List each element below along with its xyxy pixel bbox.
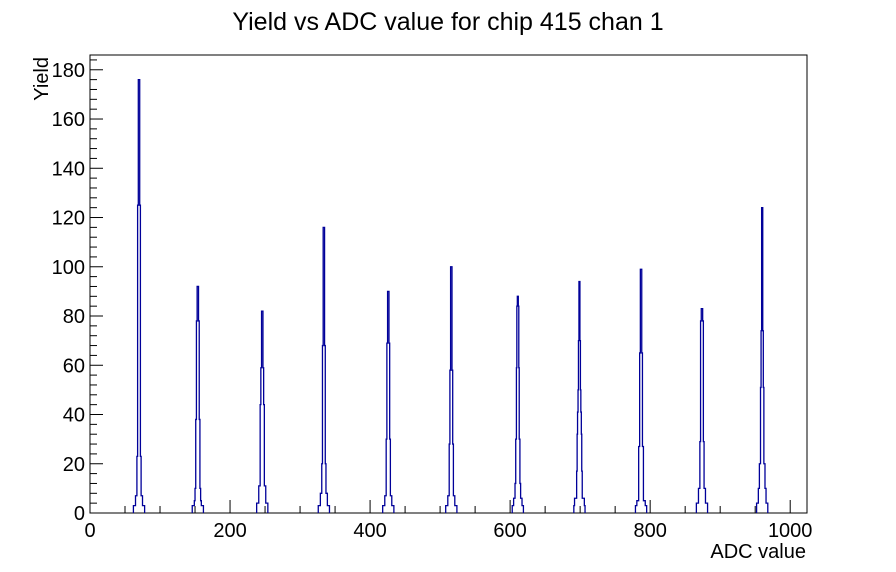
histogram-peak (255, 310, 269, 513)
histogram-peak (755, 207, 769, 513)
x-tick-label: 200 (213, 520, 246, 542)
chart-title: Yield vs ADC value for chip 415 chan 1 (232, 8, 664, 36)
y-tick-label: 60 (63, 355, 85, 377)
plot-frame (89, 54, 808, 514)
y-axis-title: Yield (31, 57, 53, 101)
histogram-peak (511, 295, 525, 513)
y-tick-label: 120 (52, 208, 85, 230)
histogram-peak (317, 226, 331, 513)
y-tick-label: 180 (52, 60, 85, 82)
histogram-peak (445, 266, 458, 513)
histogram-peak (382, 290, 395, 513)
x-tick-label: 400 (353, 520, 386, 542)
x-tick-label: 1000 (768, 520, 813, 542)
x-axis-title: ADC value (710, 541, 806, 563)
x-tick-label: 600 (493, 520, 526, 542)
histogram-peak (132, 78, 146, 513)
histogram-peak (191, 285, 205, 513)
x-tick-label: 0 (84, 520, 95, 542)
histogram-peak (634, 268, 648, 513)
y-tick-label: 0 (74, 503, 85, 525)
y-tick-label: 20 (63, 454, 85, 476)
y-tick-label: 80 (63, 306, 85, 328)
y-tick-label: 40 (63, 405, 85, 427)
y-tick-label: 140 (52, 158, 85, 180)
y-tick-label: 160 (52, 109, 85, 131)
plot-area: 0 200 400 600 800 1000 0 20 40 60 80 100 120 140 160 18… (52, 54, 813, 542)
x-tick-label: 800 (633, 520, 666, 542)
y-tick-label: 100 (52, 257, 85, 279)
histogram-peak (695, 307, 709, 513)
histogram-peak (573, 280, 586, 513)
